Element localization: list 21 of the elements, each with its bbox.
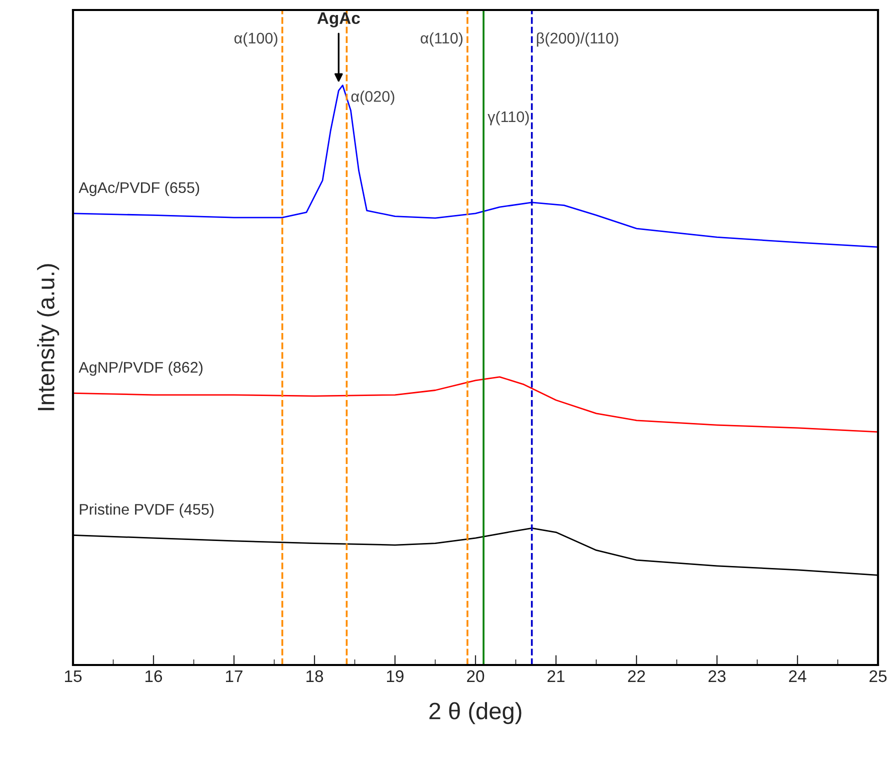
x-tick-label: 20 <box>467 670 484 682</box>
ref-line-label: γ(110) <box>488 110 529 126</box>
ref-line-label: α(110) <box>420 32 462 47</box>
x-tick-label: 18 <box>306 670 324 682</box>
ref-line-label: α(020) <box>351 90 394 105</box>
x-tick-label: 23 <box>708 670 726 682</box>
series-label: AgAc/PVDF (655) <box>78 182 200 196</box>
ref-line-label: α(100) <box>234 32 278 47</box>
series-label: AgNP/PVDF (862) <box>78 362 202 376</box>
x-tick-label: 24 <box>789 670 806 682</box>
x-tick-label: 21 <box>548 670 564 682</box>
x-tick-label: 22 <box>628 670 645 682</box>
x-tick-label: 15 <box>65 670 82 682</box>
y-axis-title: Intensity (a.u.) <box>37 264 60 410</box>
series-label: Pristine PVDF (455) <box>80 504 214 518</box>
x-tick-label: 19 <box>387 670 404 682</box>
x-axis-title: 2 θ (deg) <box>429 702 522 724</box>
x-tick-label: 17 <box>226 670 242 682</box>
x-tick-label: 16 <box>146 670 162 682</box>
ref-line-label: β(200)/(110) <box>536 32 618 47</box>
x-tick-label: 25 <box>870 670 887 682</box>
